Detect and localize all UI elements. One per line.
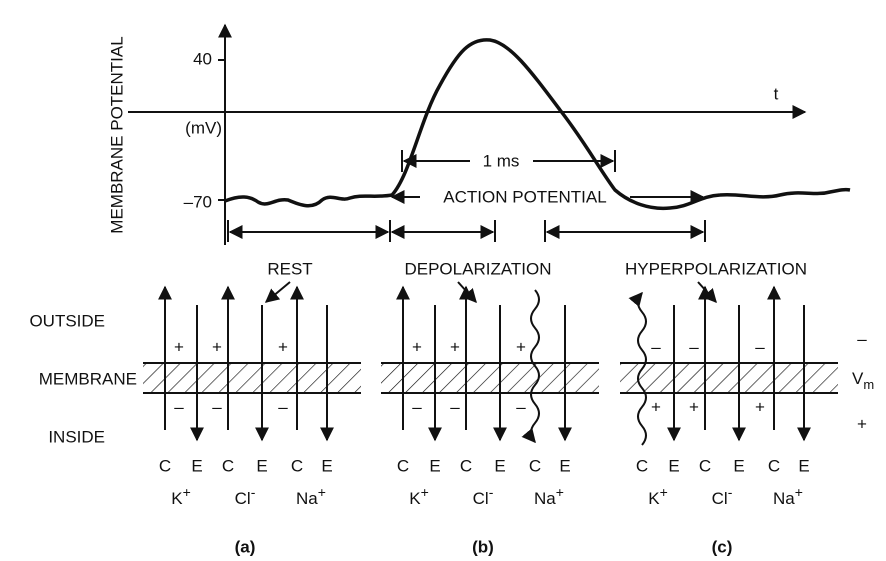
tick-label: –70: [184, 192, 212, 211]
charge-sign: +: [689, 397, 699, 416]
charge-sign: +: [651, 397, 661, 416]
ion-label: Na+: [296, 484, 326, 509]
vm-sub: m: [863, 377, 874, 392]
ion-charge: +: [183, 484, 191, 500]
channel-letter: E: [733, 456, 744, 475]
charge-sign: +: [412, 337, 422, 356]
arrow: [697, 281, 717, 304]
wavy-flux: [628, 291, 647, 446]
charge-sign: +: [278, 337, 288, 356]
ion-symbol: Cl: [473, 489, 489, 508]
channel-letter: C: [768, 456, 780, 475]
panel-label: (a): [235, 537, 256, 556]
tick-label: 40: [193, 49, 212, 68]
charge-sign: –: [516, 397, 526, 416]
phase-label: DEPOLARIZATION: [404, 259, 551, 278]
ion-label: Cl-: [473, 484, 494, 509]
ion-charge: +: [421, 484, 429, 500]
ion-symbol: Na: [773, 489, 795, 508]
charge-sign: +: [174, 337, 184, 356]
channel-letter: E: [559, 456, 570, 475]
charge-sign: –: [651, 337, 661, 356]
channel-letter: E: [191, 456, 202, 475]
ion-label: K+: [648, 484, 668, 509]
vm-sign: +: [857, 414, 867, 433]
ion-symbol: Cl: [712, 489, 728, 508]
charge-sign: –: [689, 337, 699, 356]
ion-charge: +: [795, 484, 803, 500]
ion-symbol: Cl: [235, 489, 251, 508]
ion-label: Cl-: [712, 484, 733, 509]
side-label: MEMBRANE: [39, 369, 137, 388]
ion-charge: -: [728, 484, 733, 500]
charge-sign: +: [516, 337, 526, 356]
ion-charge: +: [318, 484, 326, 500]
channel-letter: E: [321, 456, 332, 475]
tick-label: (mV): [185, 118, 222, 137]
ion-symbol: K: [409, 489, 421, 508]
ion-label: K+: [171, 484, 191, 509]
charge-sign: –: [174, 397, 184, 416]
action-potential-curve: [224, 38, 851, 211]
membrane: [143, 363, 361, 393]
charge-sign: –: [755, 337, 765, 356]
channel-letter: C: [529, 456, 541, 475]
charge-sign: –: [278, 397, 288, 416]
phase-label: REST: [267, 259, 312, 278]
t-label: t: [774, 84, 779, 103]
vm-main: V: [852, 369, 864, 388]
charge-sign: +: [450, 337, 460, 356]
channel-letter: E: [798, 456, 809, 475]
ion-charge: +: [660, 484, 668, 500]
channel-letter: C: [222, 456, 234, 475]
ion-label: Cl-: [235, 484, 256, 509]
channel-letter: E: [429, 456, 440, 475]
channel-letter: C: [291, 456, 303, 475]
ion-symbol: K: [648, 489, 660, 508]
channel-letter: C: [159, 456, 171, 475]
ion-charge: -: [251, 484, 256, 500]
ion-charge: +: [556, 484, 564, 500]
wavy-flux: [521, 289, 540, 444]
ion-label: Na+: [534, 484, 564, 509]
vm-sign: –: [857, 329, 867, 348]
action-potential-label: ACTION POTENTIAL: [443, 187, 606, 206]
membrane: [381, 363, 599, 393]
y-axis-label: MEMBRANE POTENTIAL: [107, 36, 126, 233]
ion-label: Na+: [773, 484, 803, 509]
channel-letter: E: [494, 456, 505, 475]
charge-sign: +: [212, 337, 222, 356]
charge-sign: +: [755, 397, 765, 416]
channel-letter: C: [636, 456, 648, 475]
ion-symbol: Na: [534, 489, 556, 508]
ion-symbol: K: [171, 489, 183, 508]
vm-label: Vm: [852, 369, 874, 392]
ion-label: K+: [409, 484, 429, 509]
panel-label: (b): [472, 537, 494, 556]
ion-charge: -: [489, 484, 494, 500]
channel-letter: E: [668, 456, 679, 475]
channel-letter: E: [256, 456, 267, 475]
channel-letter: C: [397, 456, 409, 475]
charge-sign: –: [412, 397, 422, 416]
channel-letter: C: [460, 456, 472, 475]
charge-sign: –: [450, 397, 460, 416]
side-label: OUTSIDE: [29, 311, 105, 330]
arrow: [264, 281, 291, 303]
membrane: [620, 363, 838, 393]
phase-label: HYPERPOLARIZATION: [625, 259, 807, 278]
duration-label: 1 ms: [483, 151, 520, 170]
ion-symbol: Na: [296, 489, 318, 508]
panel-label: (c): [712, 537, 733, 556]
channel-letter: C: [699, 456, 711, 475]
graph: MEMBRANE POTENTIAL 40 (mV) –70 t 1 ms AC…: [107, 23, 851, 304]
side-label: INSIDE: [48, 427, 105, 446]
charge-sign: –: [212, 397, 222, 416]
